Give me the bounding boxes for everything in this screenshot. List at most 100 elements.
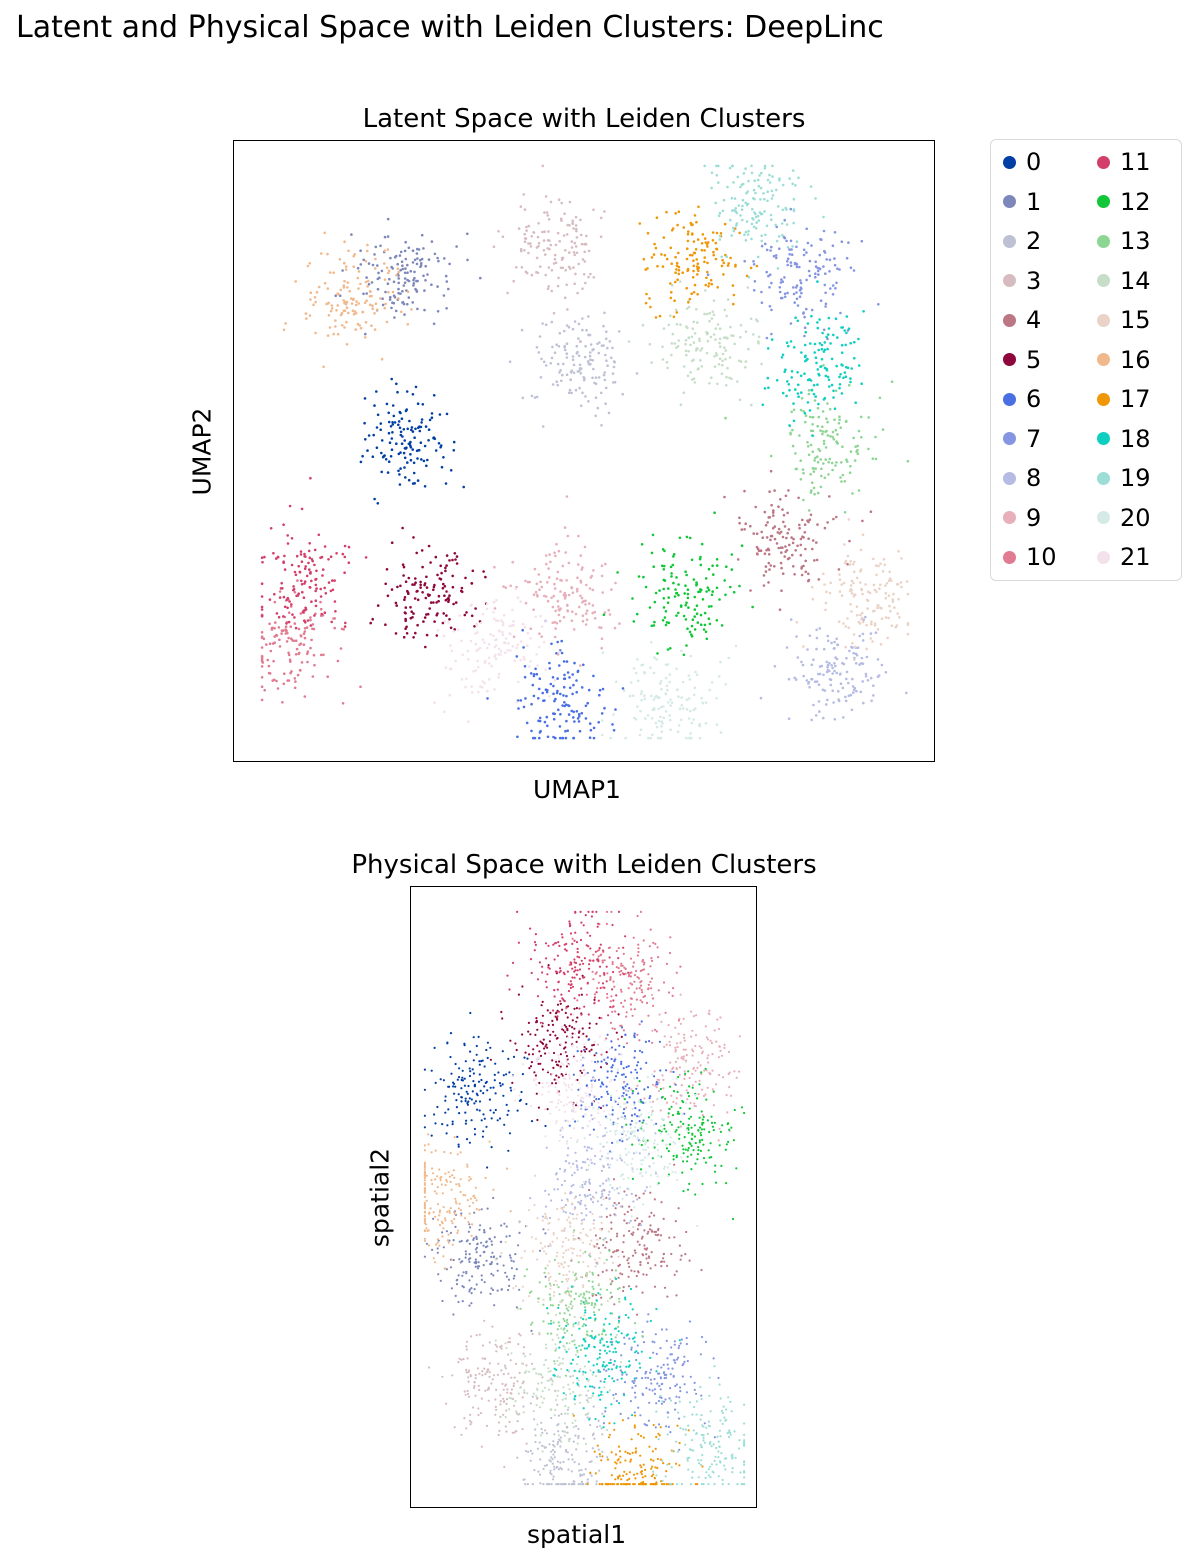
point-cluster-12 [711, 590, 714, 593]
point-cluster-12 [637, 575, 641, 578]
point-cluster-1 [514, 1253, 517, 1256]
point-cluster-2 [571, 1458, 574, 1461]
point-cluster-0 [387, 420, 391, 424]
point-cluster-0 [421, 403, 425, 406]
point-cluster-17 [687, 230, 690, 233]
point-cluster-2 [557, 1483, 560, 1486]
point-cluster-8 [630, 1192, 633, 1196]
point-cluster-5 [451, 585, 455, 589]
point-cluster-16 [352, 312, 356, 316]
point-cluster-4 [641, 1291, 644, 1294]
legend-marker-19 [1097, 471, 1110, 485]
point-cluster-4 [597, 1274, 600, 1277]
point-cluster-9 [593, 617, 597, 620]
point-cluster-0 [420, 458, 423, 461]
point-cluster-10 [299, 642, 303, 645]
point-cluster-0 [445, 1132, 448, 1135]
point-cluster-9 [712, 1104, 715, 1107]
point-cluster-0 [464, 1122, 467, 1125]
cluster-12-points [602, 511, 754, 657]
point-cluster-15 [851, 563, 855, 566]
point-cluster-8 [588, 1133, 591, 1136]
point-cluster-0 [419, 441, 423, 445]
point-cluster-16 [383, 249, 386, 252]
point-cluster-9 [667, 1115, 670, 1118]
point-cluster-0 [530, 1120, 534, 1123]
point-cluster-5 [452, 602, 455, 606]
point-cluster-0 [458, 1067, 461, 1070]
point-cluster-4 [763, 510, 767, 514]
point-cluster-10 [280, 632, 283, 635]
point-cluster-10 [617, 1038, 620, 1041]
point-cluster-10 [622, 952, 625, 955]
point-cluster-15 [849, 584, 853, 587]
point-cluster-0 [390, 437, 394, 440]
point-cluster-1 [407, 246, 411, 250]
point-cluster-16 [352, 265, 355, 268]
point-cluster-3 [507, 1372, 510, 1375]
point-cluster-5 [470, 582, 473, 585]
point-cluster-9 [596, 1043, 600, 1046]
point-cluster-15 [861, 592, 864, 596]
point-cluster-4 [786, 557, 790, 561]
point-cluster-14 [685, 307, 689, 310]
point-cluster-4 [668, 1236, 671, 1239]
point-cluster-10 [293, 622, 297, 625]
point-cluster-2 [578, 369, 581, 372]
point-cluster-7 [623, 1336, 626, 1339]
point-cluster-14 [693, 381, 697, 384]
point-cluster-17 [660, 253, 663, 256]
point-cluster-0 [411, 448, 414, 451]
point-cluster-8 [619, 1205, 623, 1208]
point-cluster-9 [554, 627, 557, 630]
point-cluster-7 [789, 264, 793, 268]
point-cluster-14 [705, 330, 708, 334]
point-cluster-3 [525, 1364, 528, 1367]
point-cluster-3 [517, 1343, 520, 1346]
point-cluster-5 [421, 565, 424, 569]
point-cluster-7 [637, 1352, 640, 1355]
point-cluster-2 [567, 1483, 571, 1486]
point-cluster-5 [448, 618, 451, 621]
point-cluster-9 [675, 1097, 678, 1100]
point-cluster-0 [502, 1074, 505, 1077]
point-cluster-9 [658, 1078, 661, 1081]
point-cluster-14 [738, 398, 742, 402]
point-cluster-3 [490, 1382, 493, 1385]
point-cluster-6 [549, 682, 553, 686]
point-cluster-5 [426, 612, 430, 616]
point-cluster-20 [704, 701, 708, 704]
point-cluster-14 [718, 357, 722, 360]
point-cluster-12 [664, 623, 668, 627]
point-cluster-16 [366, 243, 369, 247]
point-cluster-16 [374, 257, 377, 261]
point-cluster-2 [536, 1447, 539, 1450]
point-cluster-8 [845, 656, 848, 660]
point-cluster-4 [602, 1244, 605, 1247]
point-cluster-20 [634, 718, 638, 721]
point-cluster-9 [715, 1040, 718, 1043]
point-cluster-3 [560, 201, 563, 205]
point-cluster-19 [791, 182, 794, 186]
point-cluster-1 [473, 1288, 476, 1291]
point-cluster-1 [376, 287, 380, 291]
point-cluster-12 [684, 603, 687, 607]
point-cluster-10 [618, 970, 621, 973]
point-cluster-1 [362, 258, 365, 262]
point-cluster-6 [516, 735, 519, 739]
point-cluster-3 [554, 243, 558, 247]
point-cluster-6 [627, 1065, 630, 1068]
point-cluster-2 [545, 1464, 548, 1467]
point-cluster-1 [482, 1244, 485, 1247]
point-cluster-8 [835, 637, 838, 641]
point-cluster-1 [475, 1236, 478, 1239]
point-cluster-0 [417, 426, 420, 430]
point-cluster-0 [472, 1036, 475, 1039]
point-cluster-4 [777, 527, 781, 531]
point-cluster-0 [464, 1111, 467, 1114]
point-cluster-16 [344, 268, 348, 271]
point-cluster-6 [611, 1113, 614, 1116]
point-cluster-16 [384, 302, 387, 306]
point-cluster-5 [546, 1029, 549, 1032]
point-cluster-12 [665, 621, 669, 624]
